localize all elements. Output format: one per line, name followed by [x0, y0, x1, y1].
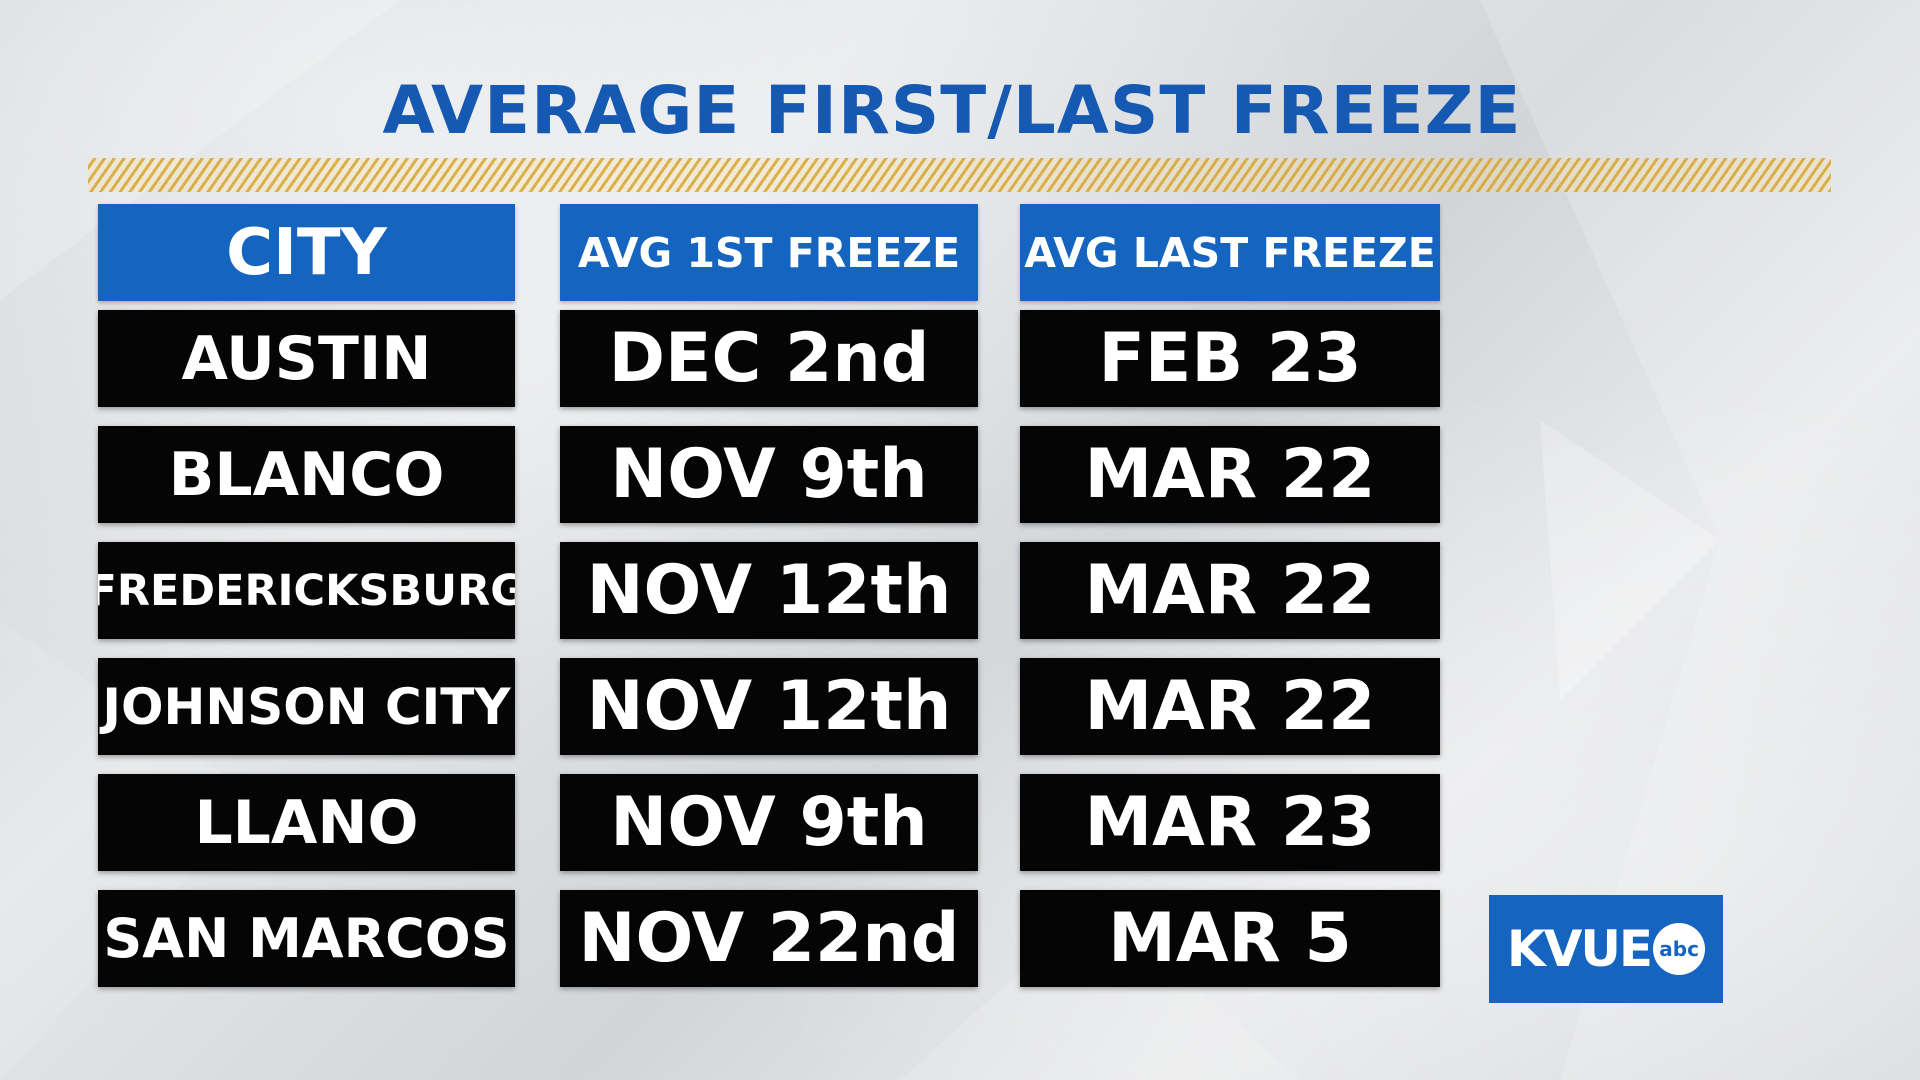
- cell-last-freeze-llano: MAR 23: [1020, 774, 1440, 871]
- cell-city-blanco: BLANCO: [98, 426, 515, 523]
- cell-city-san-marcos: SAN MARCOS: [98, 890, 515, 987]
- header-avg-first-freeze: AVG 1ST FREEZE: [560, 204, 978, 301]
- city-column: CITY AUSTIN BLANCO FREDERICKSBURG JOHNSO…: [98, 204, 515, 1006]
- cell-first-freeze-blanco: NOV 9th: [560, 426, 978, 523]
- page-title: AVERAGE FIRST/LAST FREEZE: [382, 72, 1522, 149]
- cell-first-freeze-austin: DEC 2nd: [560, 310, 978, 407]
- first-freeze-column: AVG 1ST FREEZE DEC 2nd NOV 9th NOV 12th …: [560, 204, 978, 1006]
- last-freeze-column: AVG LAST FREEZE FEB 23 MAR 22 MAR 22 MAR…: [1020, 204, 1440, 1006]
- cell-city-fredericksburg: FREDERICKSBURG: [98, 542, 515, 639]
- cell-last-freeze-san-marcos: MAR 5: [1020, 890, 1440, 987]
- cell-city-llano: LLANO: [98, 774, 515, 871]
- abc-logo-badge: abc: [1653, 923, 1706, 975]
- header-city: CITY: [98, 204, 515, 301]
- cell-last-freeze-blanco: MAR 22: [1020, 426, 1440, 523]
- cell-first-freeze-llano: NOV 9th: [560, 774, 978, 871]
- cell-city-austin: AUSTIN: [98, 310, 515, 407]
- cell-last-freeze-austin: FEB 23: [1020, 310, 1440, 407]
- cell-last-freeze-fredericksburg: MAR 22: [1020, 542, 1440, 639]
- cell-first-freeze-johnson-city: NOV 12th: [560, 658, 978, 755]
- header-avg-last-freeze: AVG LAST FREEZE: [1020, 204, 1440, 301]
- cell-last-freeze-johnson-city: MAR 22: [1020, 658, 1440, 755]
- title-underline-stripe: [88, 158, 1831, 192]
- cell-first-freeze-san-marcos: NOV 22nd: [560, 890, 978, 987]
- kvue-logo: KVUE abc: [1489, 895, 1723, 1003]
- kvue-logo-text: KVUE: [1506, 920, 1653, 978]
- cell-first-freeze-fredericksburg: NOV 12th: [560, 542, 978, 639]
- cell-city-johnson-city: JOHNSON CITY: [98, 658, 515, 755]
